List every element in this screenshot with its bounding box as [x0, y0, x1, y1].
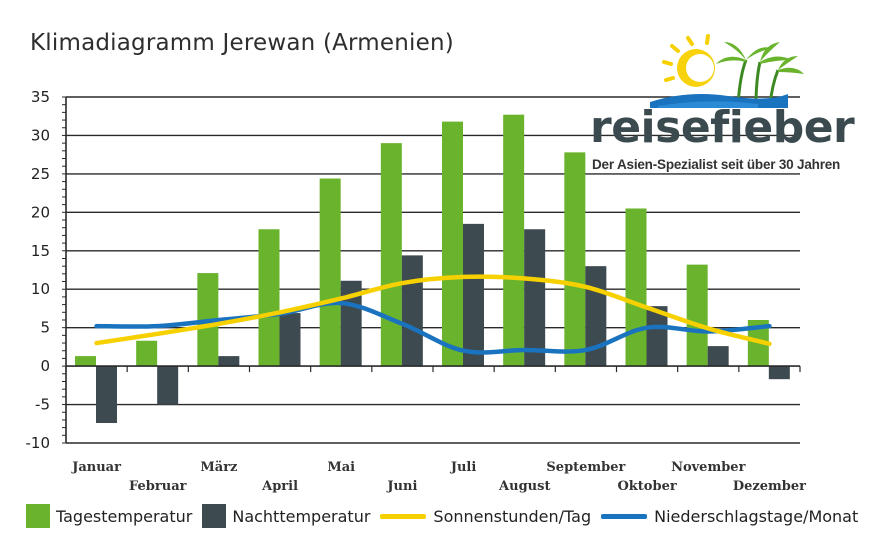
bar-nachttemperatur: [96, 366, 117, 424]
legend-item-niederschlagstage: Niederschlagstage/Monat: [601, 507, 858, 526]
chart-title: Klimadiagramm Jerewan (Armenien): [30, 30, 454, 56]
bar-nachttemperatur: [524, 229, 546, 367]
brand-tagline: Der Asien-Spezialist seit über 30 Jahren: [592, 157, 841, 172]
x-tick-label: Dezember: [733, 479, 806, 494]
brand-name: reisefieber: [590, 102, 855, 153]
reisefieber-logo: [588, 30, 848, 180]
bar-tagestemperatur: [564, 152, 586, 367]
legend-label: Sonnenstunden/Tag: [433, 506, 592, 526]
legend-item-sonnenstunden: Sonnenstunden/Tag: [380, 507, 591, 526]
y-tick-label: -10: [26, 434, 51, 452]
y-tick-label: 30: [31, 126, 50, 144]
bar-tagestemperatur: [136, 340, 158, 367]
bar-tagestemperatur: [442, 121, 463, 367]
series-lines: [94, 274, 772, 355]
x-tick-label: Mai: [327, 460, 355, 475]
y-tick-label: 35: [31, 88, 50, 106]
y-tick-label: -5: [35, 396, 50, 414]
x-tick-label: März: [200, 460, 237, 475]
bar-nachttemperatur: [768, 366, 790, 380]
bar-tagestemperatur: [319, 178, 341, 367]
bar-tagestemperatur: [686, 264, 708, 367]
line-niederschlagstage-monat: [94, 300, 772, 355]
x-tick-label: Januar: [71, 460, 121, 475]
bar-nachttemperatur: [646, 306, 668, 367]
y-tick-label: 0: [40, 357, 50, 375]
legend-label: Tagestemperatur: [56, 506, 193, 526]
legend: Tagestemperatur Nachttemperatur Sonnenst…: [26, 503, 868, 529]
bar-tagestemperatur: [503, 114, 525, 367]
climate-chart: 35 30 25 20 15 10 5 0 -5 -10 Januar Februar März Apr…: [26, 88, 807, 494]
bar-tagestemperatur: [75, 356, 96, 367]
y-tick-label: 15: [31, 242, 50, 260]
bar-nachttemperatur: [707, 346, 729, 367]
legend-item-tagestemperatur: Tagestemperatur: [26, 504, 192, 528]
y-tick-label: 5: [40, 319, 50, 337]
y-tick-label: 10: [31, 280, 50, 298]
bar-nachttemperatur: [279, 313, 301, 367]
x-axis-labels: Januar Februar März April Mai Juni Juli August S…: [71, 460, 806, 494]
x-tick-label: Oktober: [617, 479, 676, 494]
legend-swatch: [380, 513, 427, 519]
x-tick-label: September: [546, 460, 625, 475]
bar-tagestemperatur: [625, 208, 647, 367]
y-axis-labels: 35 30 25 20 15 10 5 0 -5 -10: [26, 88, 51, 452]
bar-nachttemperatur: [463, 223, 484, 367]
legend-swatch: [601, 513, 648, 519]
bar-nachttemperatur: [218, 356, 240, 367]
x-tick-label: August: [498, 479, 550, 494]
legend-swatch: [202, 504, 227, 528]
x-tick-label: Juli: [450, 460, 477, 475]
legend-label: Niederschlagstage/Monat: [654, 506, 859, 526]
bar-tagestemperatur: [380, 143, 402, 367]
y-tick-label: 20: [31, 203, 50, 221]
line-sonnenstunden-tag: [94, 274, 772, 347]
sun-palm-icon: [650, 34, 804, 108]
y-tick-label: 25: [31, 165, 50, 183]
legend-label: Nachttemperatur: [232, 506, 371, 526]
x-tick-label: April: [261, 479, 298, 494]
legend-item-nachttemperatur: Nachttemperatur: [202, 504, 370, 528]
x-tick-label: November: [671, 460, 745, 475]
bar-nachttemperatur: [157, 366, 179, 405]
bar-nachttemperatur: [401, 255, 423, 367]
legend-swatch: [26, 504, 50, 528]
x-tick-label: Februar: [129, 479, 187, 494]
axes: [62, 96, 801, 444]
bar-tagestemperatur: [258, 229, 280, 367]
x-tick-label: Juni: [386, 479, 417, 494]
